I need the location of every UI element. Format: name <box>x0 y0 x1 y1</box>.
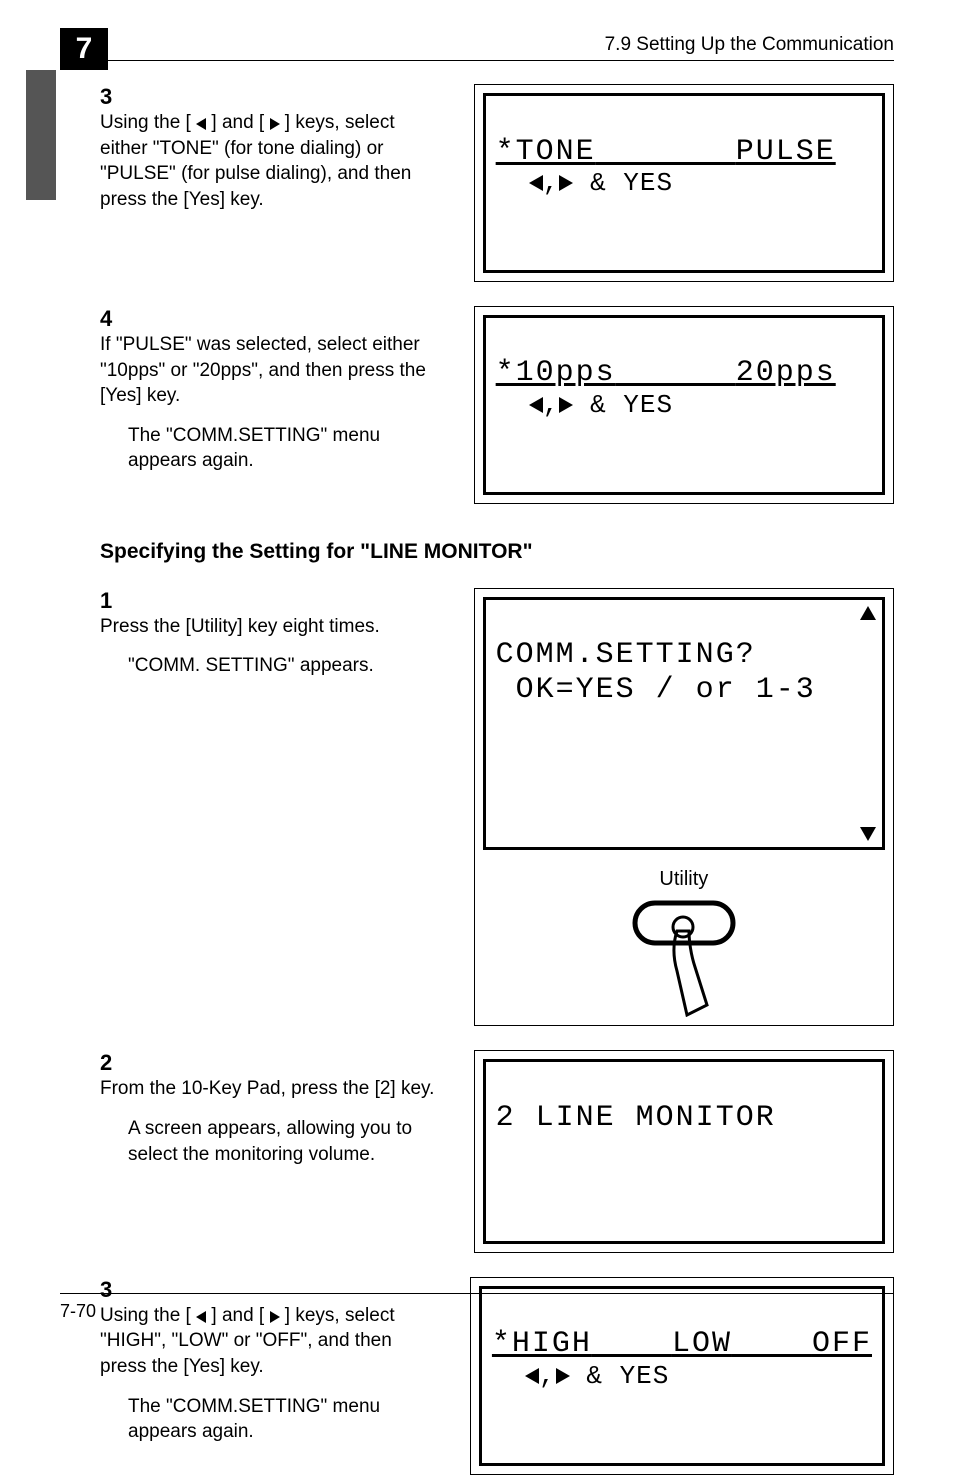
triangle-left-icon <box>529 397 543 413</box>
triangle-right-icon <box>270 118 280 130</box>
triangle-right-icon <box>270 1311 280 1323</box>
triangle-right-icon <box>559 397 573 413</box>
triangle-right-icon <box>559 175 573 191</box>
triangle-left-icon <box>196 118 206 130</box>
section-heading: Specifying the Setting for "LINE MONITOR… <box>100 540 894 564</box>
lcd-panel: *HIGH LOW OFF , & YES <box>470 1277 894 1475</box>
lcd-panel: COMM.SETTING? OK=YES / or 1-3 Utility <box>474 588 894 1027</box>
lcd-text: & YES <box>590 390 673 420</box>
step-number: 4 <box>100 306 128 332</box>
step-subtext: A screen appears, allowing you to select… <box>128 1116 450 1167</box>
step-subtext: The "COMM.SETTING" menu appears again. <box>128 1394 446 1445</box>
lcd-text: COMM.SETTING? <box>496 638 756 672</box>
chapter-number-badge: 7 <box>60 28 108 70</box>
step-subtext: The "COMM.SETTING" menu appears again. <box>128 423 450 474</box>
triangle-right-icon <box>556 1368 570 1384</box>
side-tab-dark <box>26 70 56 200</box>
lcd-text: & YES <box>586 1361 669 1391</box>
step-text: If "PULSE" was selected, select either "… <box>100 332 440 409</box>
triangle-left-icon <box>525 1368 539 1384</box>
page-number: 7-70 <box>60 1301 96 1322</box>
lcd-text: 20pps <box>736 356 836 390</box>
top-rule <box>60 60 894 61</box>
lcd-text: OK=YES / or 1-3 <box>496 673 816 707</box>
step-text: Press the [Utility] key eight times. <box>100 614 440 640</box>
lcd-panel: 2 LINE MONITOR <box>474 1050 894 1253</box>
side-tab: Chapter 7 Using the Utility Mode <box>26 70 56 450</box>
utility-key-illustration: Utility <box>483 868 885 1017</box>
lcd-text: & YES <box>590 168 673 198</box>
footer-rule <box>60 1293 894 1294</box>
lcd-text: LOW <box>672 1327 732 1361</box>
step-text: Using the [ ] and [ ] keys, select "HIGH… <box>100 1303 440 1380</box>
step-number: 3 <box>100 1277 128 1303</box>
lcd-panel: *TONE PULSE , & YES <box>474 84 894 282</box>
lcd-text: PULSE <box>736 135 836 169</box>
lcd-text: 2 LINE MONITOR <box>496 1101 776 1135</box>
running-head: 7.9 Setting Up the Communication <box>605 34 894 56</box>
step-text-frag: ] and [ <box>211 112 264 133</box>
triangle-left-icon <box>196 1311 206 1323</box>
step-text: From the 10-Key Pad, press the [2] key. <box>100 1076 440 1102</box>
step-text-frag: ] and [ <box>211 1305 264 1326</box>
triangle-left-icon <box>529 175 543 191</box>
step-subtext: "COMM. SETTING" appears. <box>128 653 450 679</box>
step-text-frag: Using the [ <box>100 1305 191 1326</box>
triangle-down-icon <box>860 827 876 841</box>
side-tab-dark-label: Chapter 7 <box>0 70 6 200</box>
step-text: Using the [ ] and [ ] keys, select eithe… <box>100 110 440 213</box>
utility-label: Utility <box>659 868 708 890</box>
lcd-panel: *10pps 20pps , & YES <box>474 306 894 504</box>
lcd-text: *HIGH <box>492 1327 592 1361</box>
step-number: 2 <box>100 1050 128 1076</box>
step-number: 3 <box>100 84 128 110</box>
step-text-frag: Using the [ <box>100 112 191 133</box>
triangle-up-icon <box>860 606 876 620</box>
lcd-text: *TONE <box>496 135 596 169</box>
lcd-text: *10pps <box>496 356 616 390</box>
step-number: 1 <box>100 588 128 614</box>
finger-press-icon <box>629 897 739 1017</box>
lcd-text: OFF <box>812 1327 872 1361</box>
